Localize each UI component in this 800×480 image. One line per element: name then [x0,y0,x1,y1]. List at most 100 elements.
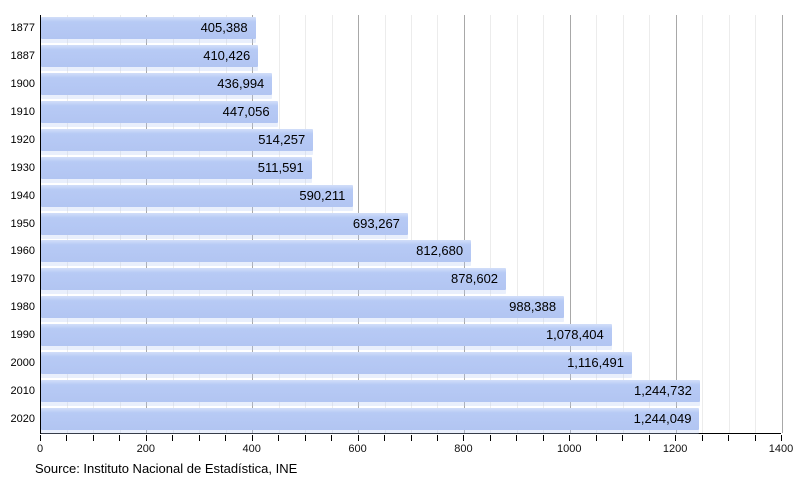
bar: 405,388 [41,17,256,39]
bar: 693,267 [41,212,408,235]
x-axis-tick-label: 200 [136,443,156,455]
major-gridline [569,15,571,433]
y-axis-label: 1910 [10,105,35,118]
y-axis-label: 2010 [10,385,35,398]
bar-row: 1900 436,994 [11,71,781,99]
bar-value-label: 436,994 [217,75,265,91]
x-axis-tick [278,435,280,441]
x-axis-tick [754,435,756,441]
x-axis-tick [781,435,782,441]
x-axis-tick [410,435,412,441]
bar-row: 1940 590,211 [11,183,781,211]
x-axis-tick [701,435,703,441]
x-axis-tick [463,435,465,441]
bar-row: 2020 1,244,049 [11,406,781,434]
x-axis-tick [251,435,253,441]
minor-gridline [622,15,624,433]
x-axis-tick-label: 800 [454,443,473,455]
bar: 812,680 [41,240,472,263]
bar-value-label: 1,078,404 [545,327,604,343]
bar-row: 1930 511,591 [11,155,781,183]
x-axis-tick [489,435,491,441]
x-axis-tick [516,435,518,441]
plot-area: 1877 405,388 1887 410,426 1900 436,994 1910 447… [11,15,783,434]
x-axis-tick [92,435,94,441]
bar-row: 1950 693,267 [11,211,781,239]
x-axis-tick-label: 1400 [768,443,794,455]
bar: 447,056 [41,100,278,123]
minor-gridline [596,15,598,433]
bar: 410,426 [41,44,259,67]
x-axis-tick [595,435,597,441]
x-axis-tick [384,435,386,441]
bar-value-label: 514,257 [258,131,306,147]
bar-value-label: 812,680 [416,243,464,259]
minor-gridline [437,15,439,433]
bar-value-label: 1,244,732 [633,383,692,399]
y-axis-label: 2000 [10,357,35,370]
bar-value-label: 511,591 [257,159,304,175]
minor-gridline [649,15,651,433]
bar-row: 1910 447,056 [11,99,781,127]
bar: 1,244,049 [41,408,700,431]
bar-value-label: 693,267 [352,215,400,231]
y-axis-label: 1920 [10,133,35,146]
minor-gridline [728,15,730,433]
y-axis-label: 1877 [10,22,35,34]
bar-value-label: 1,116,491 [567,355,624,371]
major-gridline [781,15,783,433]
bar: 878,602 [41,268,507,291]
bar-row: 1990 1,078,404 [11,322,781,350]
x-axis-tick [119,435,121,441]
minor-gridline [490,15,492,433]
x-axis-tick-label: 1200 [662,443,688,455]
y-axis-label: 1940 [10,189,35,202]
bar-row: 1970 878,602 [11,266,781,294]
bar-value-label: 878,602 [451,271,499,287]
x-axis-tick [331,435,333,441]
bar: 436,994 [41,72,273,95]
x-axis-tick [675,435,677,441]
x-axis-tick [304,435,306,441]
x-axis-tick [436,435,438,441]
bar-row: 1887 410,426 [11,43,781,71]
major-gridline [463,15,465,433]
bar-value-label: 988,388 [509,299,557,315]
y-axis-label: 2020 [10,413,35,426]
bar-row: 1877 405,388 [11,15,781,43]
y-axis-label: 1970 [10,273,35,286]
bar: 1,244,732 [41,380,700,403]
y-axis-label: 1960 [10,245,35,258]
x-axis-tick [172,435,174,441]
bar: 1,116,491 [41,352,632,375]
x-axis-tick [569,435,571,441]
y-axis-label: 1900 [10,77,35,90]
bar-value-label: 447,056 [222,103,270,119]
bar: 1,078,404 [41,324,612,347]
y-axis-label: 1950 [10,217,35,230]
x-axis-tick [542,435,544,441]
y-axis-label: 1990 [10,329,35,342]
bar: 590,211 [41,184,354,207]
y-axis-label: 1930 [10,161,35,174]
bar: 514,257 [41,128,314,151]
bar: 988,388 [41,296,565,319]
minor-gridline [702,15,704,433]
x-axis-tick [225,435,227,441]
y-axis-label: 1887 [10,49,35,62]
x-axis-tick-label: 600 [348,443,367,455]
x-axis-tick-label: 0 [36,443,44,455]
x-axis-tick-label: 400 [242,443,261,455]
x-axis-tick [728,435,730,441]
minor-gridline [543,15,545,433]
x-axis-tick-label: 1000 [557,443,582,455]
minor-gridline [516,15,518,433]
bar-row: 2000 1,116,491 [11,350,781,378]
major-gridline [675,15,677,433]
minor-gridline [755,15,757,433]
x-axis-tick [648,435,650,441]
bar-row: 1920 514,257 [11,127,781,155]
x-axis-tick [622,435,624,441]
bar-row: 1960 812,680 [11,238,781,266]
